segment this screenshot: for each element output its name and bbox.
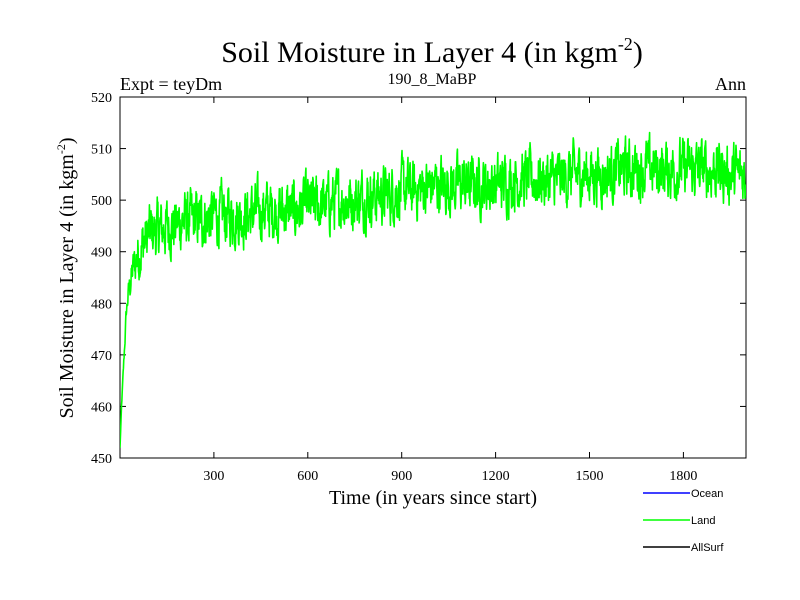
y-tick-label: 490 <box>91 246 112 261</box>
y-axis-label-close: ) <box>56 137 78 144</box>
y-axis-label: Soil Moisture in Layer 4 (in kgm-2) <box>54 137 78 418</box>
subtitle-center: 190_8_MaBP <box>388 71 477 88</box>
chart-title-superscript: -2 <box>618 34 633 54</box>
y-axis: 450 460 470 480 490 500 510 520 <box>91 91 746 467</box>
y-axis-label-superscript: -2 <box>54 144 68 154</box>
plot-frame <box>119 96 747 459</box>
y-tick-label: 460 <box>91 400 112 415</box>
chart-title-close: ) <box>633 36 643 69</box>
x-axis-label: Time (in years since start) <box>329 487 537 509</box>
subtitle-left: Expt = teyDm <box>120 74 222 94</box>
y-tick-label: 520 <box>91 91 112 106</box>
x-tick-label: 1500 <box>576 469 604 484</box>
y-tick-label: 480 <box>91 297 112 312</box>
legend-label-allsurf: AllSurf <box>691 542 724 554</box>
y-tick-label: 470 <box>91 349 112 364</box>
legend: Ocean Land AllSurf <box>643 488 724 554</box>
x-tick-label: 1200 <box>482 469 510 484</box>
legend-label-land: Land <box>691 515 715 527</box>
x-tick-label: 300 <box>203 469 224 484</box>
y-axis-label-text: Soil Moisture in Layer 4 (in kgm <box>56 154 78 419</box>
series-group <box>120 131 746 448</box>
chart-title-text: Soil Moisture in Layer 4 (in kgm <box>221 36 618 69</box>
x-tick-label: 600 <box>297 469 318 484</box>
y-tick-label: 510 <box>91 143 112 158</box>
y-tick-label: 500 <box>91 194 112 209</box>
x-tick-label: 1800 <box>669 469 697 484</box>
chart-title: Soil Moisture in Layer 4 (in kgm-2) <box>221 34 643 69</box>
subtitle-right: Ann <box>715 74 746 94</box>
legend-label-ocean: Ocean <box>691 488 723 500</box>
x-tick-label: 900 <box>391 469 412 484</box>
svg-text:Soil Moisture in Layer 4 (in k: Soil Moisture in Layer 4 (in kgm-2) <box>221 34 643 69</box>
x-axis: 300 600 900 1200 1500 1800 <box>203 97 697 484</box>
series-line-land <box>120 131 746 448</box>
y-tick-label: 450 <box>91 452 112 467</box>
svg-text:Soil Moisture in Layer 4 (in k: Soil Moisture in Layer 4 (in kgm-2) <box>54 137 78 418</box>
